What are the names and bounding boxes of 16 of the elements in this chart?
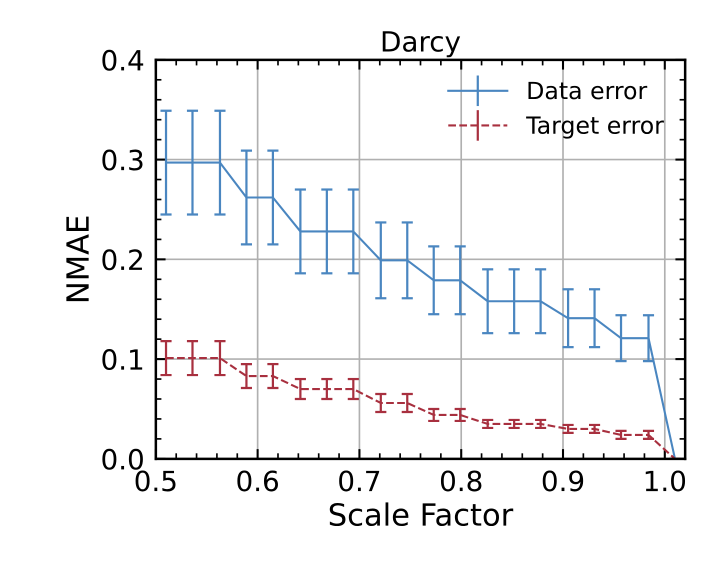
y-tick-label: 0.2	[102, 249, 142, 270]
x-tick-label: 1.0	[646, 470, 686, 492]
x-tick-label: 0.5	[136, 470, 176, 492]
y-tick-label: 0.4	[102, 50, 144, 71]
y-tick-label: 0.0	[102, 448, 143, 470]
x-tick-label: 0.6	[237, 470, 278, 492]
y-axis-title: NMAE	[66, 216, 89, 302]
x-axis-title: Scale Factor	[330, 502, 514, 526]
legend-label: Data error	[528, 82, 648, 100]
legend-label: Target error	[526, 116, 664, 139]
y-tick-label: 0.3	[102, 150, 143, 171]
x-tick-label: 0.8	[440, 470, 482, 492]
chart-title: Darcy	[382, 31, 460, 58]
x-tick-label: 0.7	[339, 470, 380, 492]
x-tick-label: 0.9	[542, 470, 584, 492]
y-tick-label: 0.1	[102, 349, 142, 370]
